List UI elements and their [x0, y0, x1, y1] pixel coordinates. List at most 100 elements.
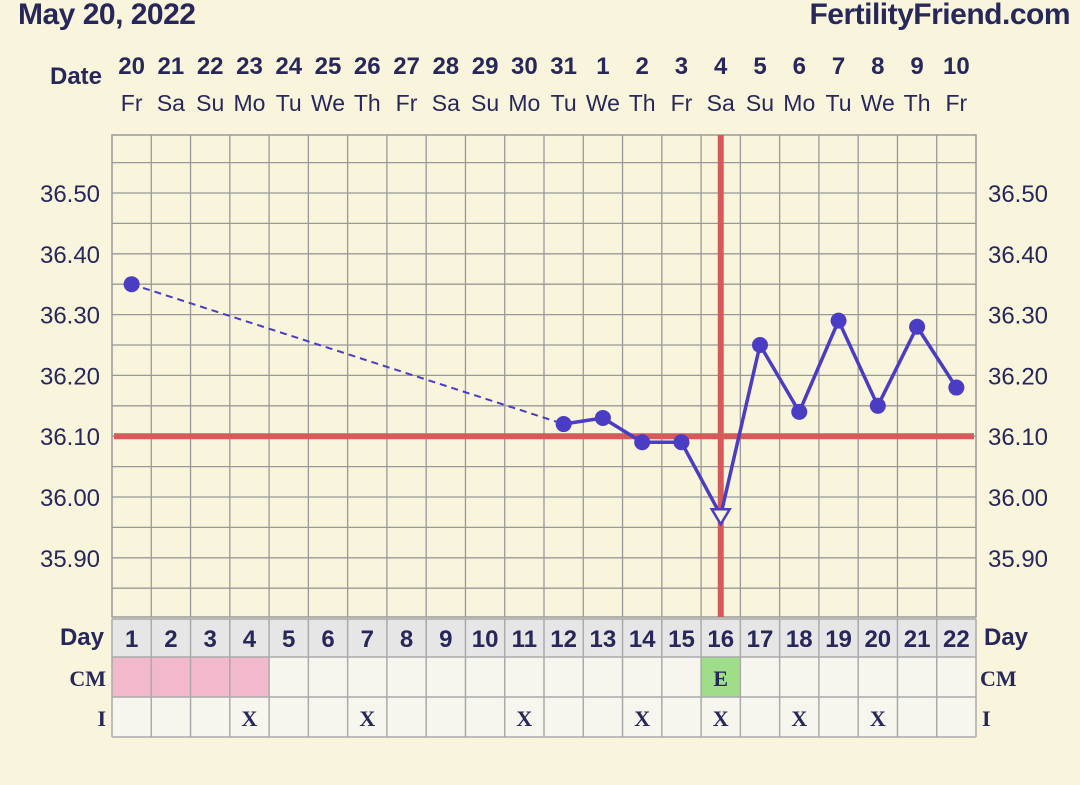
cycle-day-number: 22 [943, 626, 970, 653]
temperature-point[interactable] [909, 318, 926, 335]
y-tick-label-left: 35.90 [40, 546, 100, 573]
cm-row-label-left: CM [69, 666, 106, 691]
cycle-day-number: 6 [321, 626, 334, 653]
date-label: 5 [753, 53, 766, 80]
cycle-day-number: 3 [204, 626, 217, 653]
date-label: 22 [197, 53, 224, 80]
date-label: 7 [832, 53, 845, 80]
cycle-day-number: 13 [590, 626, 617, 653]
y-tick-label-right: 36.00 [988, 485, 1048, 512]
temperature-point[interactable] [752, 337, 768, 353]
date-label: 25 [315, 53, 342, 80]
temperature-point[interactable] [791, 403, 808, 420]
weekday-label: Th [629, 90, 656, 116]
weekday-label: Mo [783, 90, 815, 116]
i-row-label-right: I [982, 706, 991, 731]
y-tick-label-right: 36.50 [988, 181, 1048, 208]
date-label: 24 [275, 53, 302, 80]
date-label: 29 [472, 53, 499, 80]
cycle-day-number: 20 [864, 626, 891, 653]
chart-date: May 20, 2022 [18, 0, 196, 31]
weekday-label: Mo [508, 90, 540, 116]
y-tick-label-left: 36.10 [40, 424, 100, 451]
intercourse-mark: X [791, 706, 807, 731]
cycle-day-number: 15 [668, 626, 695, 653]
date-label: 3 [675, 53, 688, 80]
weekday-label: Mo [233, 90, 265, 116]
weekday-label: Fr [671, 90, 693, 116]
menstruation-cell [190, 657, 230, 697]
cycle-day-number: 16 [707, 626, 734, 653]
weekday-label: Tu [276, 90, 302, 116]
temperature-point[interactable] [869, 397, 886, 414]
weekday-label: Sa [707, 90, 735, 116]
cycle-day-number: 9 [439, 626, 452, 653]
y-tick-label-right: 36.20 [988, 363, 1048, 390]
intercourse-mark: X [634, 706, 650, 731]
date-label: 2 [636, 53, 649, 80]
intercourse-mark: X [359, 706, 375, 731]
cycle-day-number: 7 [361, 626, 374, 653]
weekday-label: We [861, 90, 895, 116]
date-row-label: Date [50, 63, 102, 90]
cm-row-label-right: CM [980, 666, 1017, 691]
intercourse-mark: X [516, 706, 532, 731]
date-label: 28 [432, 53, 459, 80]
y-tick-label-right: 36.30 [988, 303, 1048, 330]
weekday-label: We [311, 90, 345, 116]
cycle-day-number: 12 [550, 626, 577, 653]
temperature-point[interactable] [830, 312, 847, 329]
cycle-day-number: 2 [164, 626, 177, 653]
menstruation-cell [229, 657, 270, 697]
intercourse-mark: X [242, 706, 258, 731]
temperature-point[interactable] [634, 434, 651, 451]
temperature-point[interactable] [948, 379, 965, 396]
cycle-day-number: 14 [629, 626, 656, 653]
cycle-day-number: 1 [125, 626, 138, 653]
intercourse-mark: X [713, 706, 729, 731]
date-label: 30 [511, 53, 538, 80]
cycle-day-number: 11 [512, 626, 537, 653]
cycle-day-number: 21 [904, 626, 931, 653]
weekday-label: Th [904, 90, 931, 116]
y-tick-label-left: 36.00 [40, 485, 100, 512]
cm-eggwhite-cell [701, 657, 741, 697]
date-label: 21 [158, 53, 185, 80]
date-label: 1 [596, 53, 609, 80]
intercourse-mark: X [870, 706, 886, 731]
weekday-label: Th [354, 90, 381, 116]
y-tick-label-right: 35.90 [988, 546, 1048, 573]
weekday-label: Sa [432, 90, 460, 116]
y-tick-label-left: 36.30 [40, 303, 100, 330]
cycle-day-number: 10 [472, 626, 499, 653]
weekday-label: Tu [551, 90, 577, 116]
day-row-label-right: Day [984, 624, 1029, 651]
weekday-label: Su [196, 90, 224, 116]
weekday-label: Su [746, 90, 774, 116]
weekday-label: Fr [946, 90, 968, 116]
date-label: 9 [910, 53, 923, 80]
site-name[interactable]: FertilityFriend.com [809, 0, 1070, 31]
date-label: 31 [550, 53, 577, 80]
cycle-day-number: 4 [243, 626, 257, 653]
date-label: 6 [793, 53, 806, 80]
date-label: 23 [236, 53, 263, 80]
date-label: 26 [354, 53, 381, 80]
temperature-point[interactable] [673, 434, 690, 451]
y-tick-label-left: 36.40 [40, 242, 100, 269]
y-tick-label-left: 36.20 [40, 363, 100, 390]
weekday-label: Su [471, 90, 499, 116]
temperature-point[interactable] [555, 416, 572, 433]
temperature-point[interactable] [123, 276, 140, 293]
cycle-day-number: 19 [825, 626, 852, 653]
y-tick-label-right: 36.40 [988, 242, 1048, 269]
date-label: 4 [714, 53, 728, 80]
cycle-day-number: 5 [282, 626, 295, 653]
day-row-label-left: Day [60, 624, 105, 651]
temperature-point-open[interactable] [709, 507, 732, 527]
weekday-label: Fr [121, 90, 143, 116]
menstruation-cell [151, 657, 191, 697]
temperature-point[interactable] [594, 409, 611, 426]
weekday-label: Fr [396, 90, 418, 116]
